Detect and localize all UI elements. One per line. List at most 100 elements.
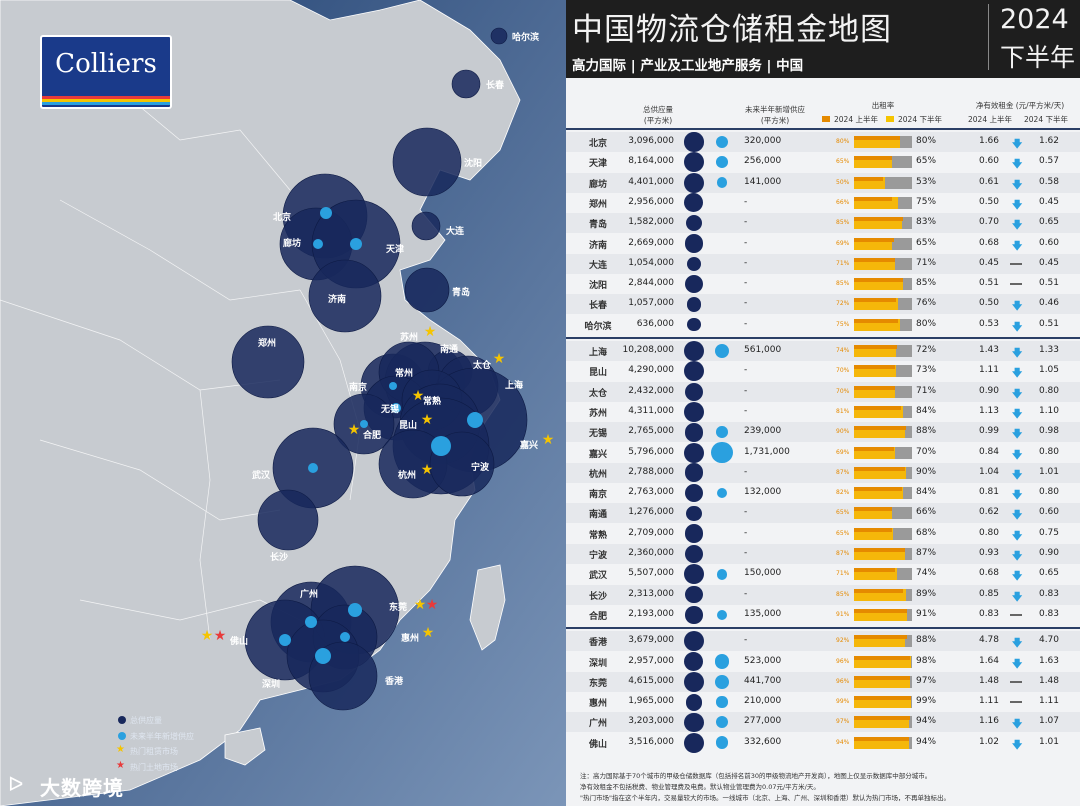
occ-h1-value: 65% [836,529,850,537]
star-icon: ★ [414,597,427,613]
supply-value: 3,679,000 [628,635,674,646]
city-name: 沈阳 [588,281,607,292]
occupancy-h1-line [854,446,894,451]
city-name: 常熟 [588,530,607,541]
city-name: 昆山 [588,368,607,379]
occ-h2-value: 74% [916,568,937,579]
rent-h1-value: 1.04 [978,466,1000,477]
supply-value: 1,582,000 [628,217,674,228]
down-arrow-icon: 🡇 [1012,739,1023,751]
occ-h1-value: 70% [836,367,850,375]
rent-h2-value: 0.60 [1038,237,1060,248]
supply-value: 2,193,000 [628,608,674,619]
supply-value: 2,765,000 [628,426,674,437]
occ-h2-value: 80% [916,318,937,329]
city-name: 苏州 [588,408,607,419]
city-name: 廊坊 [588,179,607,190]
new-supply-bubble [320,207,332,219]
city-name: 郑州 [588,199,607,210]
table-row: 哈尔滨 636,000 - 75% 80% 0.53 🡇 0.51 [566,315,1080,335]
rent-h1-value: 0.85 [978,588,1000,599]
table-row: 天津 8,164,000 256,000 65% 65% 0.60 🡇 0.57 [566,152,1080,173]
period-label: 下半年 [1000,43,1076,72]
watermark-text: 大数跨境 [40,776,124,800]
rent-h2-value: 1.11 [1038,696,1060,707]
new-supply-dot [720,369,724,373]
occ-h1-value: 74% [836,347,850,354]
down-arrow-icon: 🡇 [1012,159,1023,171]
supply-value: 2,788,000 [628,466,674,477]
colliers-logo[interactable]: Colliers [40,35,172,109]
occ-h1-value: 97% [836,718,850,726]
map-city-label: 东莞 [389,603,408,613]
occ-h1-value: 65% [836,158,850,166]
new-supply-dot [720,282,724,286]
occupancy-h1-line [854,675,910,680]
table-row: 嘉兴 5,796,000 1,731,000 69% 70% 0.84 🡇 0.80 [566,441,1080,464]
supply-bubble [411,211,441,241]
rent-h2-value: 0.60 [1038,507,1060,518]
occ-h1-value: 81% [836,407,850,415]
map-city-label: 杭州 [398,471,417,481]
table-row: 郑州 2,956,000 - 66% 75% 0.50 🡇 0.45 [566,193,1080,213]
occupancy-h1-line [854,466,905,471]
rent-h2-label: 2024 下半年 [1024,115,1068,124]
year-label: 2024 [1000,4,1069,35]
occupancy-bar [854,568,912,581]
rent-h1-value: 0.68 [978,568,1000,579]
star-icon: ★ [421,462,434,478]
map-city-label: 哈尔滨 [512,33,540,43]
new-supply-dot [716,609,728,621]
down-arrow-icon: 🡇 [1012,301,1023,313]
legend-hot-land: 热门土地市场 [130,763,178,772]
rent-h1-value: 1.16 [978,716,1000,727]
rent-h2-value: 0.90 [1038,548,1060,558]
occupancy-h1-line [854,736,909,741]
occ-h2-value: 75% [916,196,937,207]
down-arrow-icon: 🡇 [1012,490,1023,502]
new-supply-dot [720,532,724,536]
rent-h2-value: 1.10 [1038,405,1060,416]
new-supply-value: 561,000 [744,345,782,355]
occ-h2-value: 73% [916,365,937,376]
table-row: 大连 1,054,000 - 71% 71% 0.45 0.45 [566,253,1080,274]
new-supply-bubble [350,238,362,250]
col-rent: 净有效租金 (元/平方米/天) [975,101,1065,110]
new-supply-dot [715,674,729,689]
city-name: 长春 [588,301,607,312]
occupancy-bar [854,655,912,668]
occupancy-h1-line [854,608,907,613]
occ-h2-value: 98% [916,655,937,666]
occupancy-h1-line [854,405,901,410]
supply-dot [685,215,703,232]
city-name: 宁波 [588,551,607,561]
occupancy-h1-line [854,507,892,512]
page-title: 中国物流仓储租金地图 [572,12,892,48]
occ-h1-value: 85% [836,219,850,227]
rent-h2-value: 0.80 [1038,385,1060,396]
new-supply-bubble [308,463,318,473]
new-supply-dot [716,156,728,169]
rent-h2-value: 0.75 [1038,527,1060,538]
occ-h1-value: 75% [836,320,850,328]
supply-bubble [392,127,462,197]
footer-note-3: "热门市场"指在这个半年内，交易量较大的市场。一线城市（北京、上海、广州、深圳和… [580,794,950,802]
rent-h2-value: 0.45 [1038,257,1060,268]
rent-h1-value: 4.78 [978,635,1000,646]
occ-h1-value: 80% [836,138,850,145]
supply-value: 4,401,000 [628,176,674,187]
supply-value: 8,164,000 [628,156,674,167]
rent-h2-value: 1.05 [1038,365,1060,376]
new-supply-bubble [360,420,368,428]
down-arrow-icon: 🡇 [1012,408,1023,420]
new-supply-value: 132,000 [744,487,782,498]
occupancy-bar [854,736,912,749]
map-city-label: 大连 [446,227,465,237]
map-city-label: 南通 [440,345,459,355]
occ-h2-value: 53% [916,176,937,187]
supply-value: 2,360,000 [628,548,674,558]
table-row: 宁波 2,360,000 - 87% 87% 0.93 🡇 0.90 [566,544,1080,564]
rent-h1-value: 1.02 [978,736,1000,747]
occ-h1-value: 91% [836,610,850,618]
new-supply-dot [720,302,724,306]
